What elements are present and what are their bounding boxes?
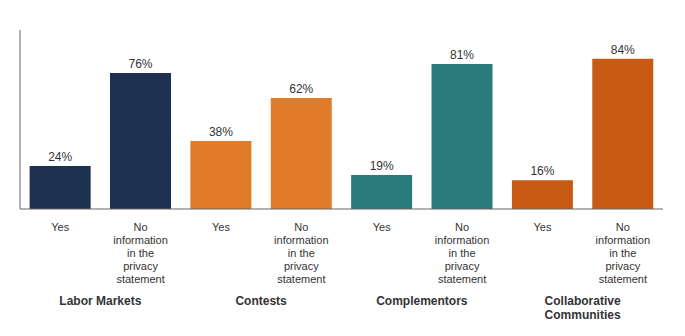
svg-text:16%: 16% — [530, 164, 554, 178]
svg-text:Yes: Yes — [51, 221, 69, 233]
svg-text:Noinformationin theprivacystat: Noinformationin theprivacystatement — [435, 221, 489, 285]
svg-text:62%: 62% — [289, 82, 313, 96]
svg-text:CollaborativeCommunities: CollaborativeCommunities — [545, 294, 621, 322]
svg-text:Labor Markets: Labor Markets — [59, 294, 141, 308]
svg-text:24%: 24% — [48, 150, 72, 164]
svg-text:84%: 84% — [611, 43, 635, 57]
svg-text:Noinformationin theprivacystat: Noinformationin theprivacystatement — [113, 221, 167, 285]
svg-text:Complementors: Complementors — [376, 294, 468, 308]
svg-text:Contests: Contests — [235, 294, 287, 308]
svg-text:Noinformationin theprivacystat: Noinformationin theprivacystatement — [274, 221, 328, 285]
svg-text:38%: 38% — [209, 125, 233, 139]
svg-text:Noinformationin theprivacystat: Noinformationin theprivacystatement — [596, 221, 650, 285]
svg-text:81%: 81% — [450, 48, 474, 62]
svg-text:Yes: Yes — [212, 221, 230, 233]
svg-text:76%: 76% — [129, 57, 153, 71]
svg-text:Yes: Yes — [373, 221, 391, 233]
svg-text:19%: 19% — [370, 159, 394, 173]
svg-text:Yes: Yes — [533, 221, 551, 233]
